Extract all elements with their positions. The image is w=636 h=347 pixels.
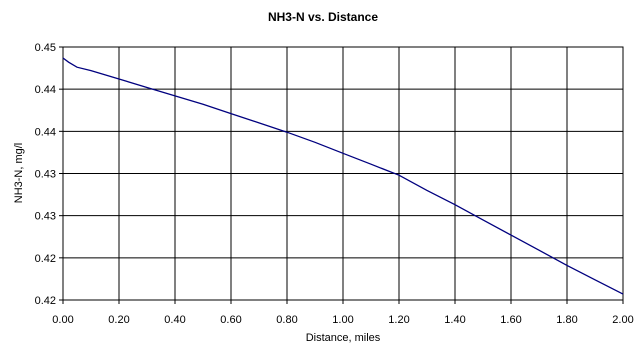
y-tick-label: 0.45 [35,42,56,54]
chart-title: NH3-N vs. Distance [268,10,378,24]
x-tick-label: 0.80 [276,314,297,326]
y-tick-label: 0.43 [35,211,56,223]
y-tick-label: 0.44 [35,126,56,138]
y-tick-label: 0.44 [35,84,56,96]
series-line [62,57,624,295]
axes: 0.00 0.20 0.40 0.60 0.80 1.00 1.20 1.40 1.60 1.80… [35,42,634,326]
x-tick-label: 0.00 [52,314,73,326]
grid [63,47,623,300]
y-tick-label: 0.42 [35,295,56,307]
x-tick-label: 1.20 [388,314,409,326]
y-axis-title: NH3-N, mg/l [13,143,25,204]
x-tick-label: 0.60 [220,314,241,326]
series-layer [62,57,624,295]
x-tick-label: 2.00 [612,314,633,326]
x-tick-label: 0.40 [164,314,185,326]
x-tick-label: 1.40 [444,314,465,326]
x-tick-label: 0.20 [108,314,129,326]
y-tick-label: 0.42 [35,253,56,265]
x-axis-title: Distance, miles [306,332,381,344]
y-tick-label: 0.43 [35,169,56,181]
x-tick-label: 1.00 [332,314,353,326]
x-tick-label: 1.60 [500,314,521,326]
x-tick-label: 1.80 [556,314,577,326]
